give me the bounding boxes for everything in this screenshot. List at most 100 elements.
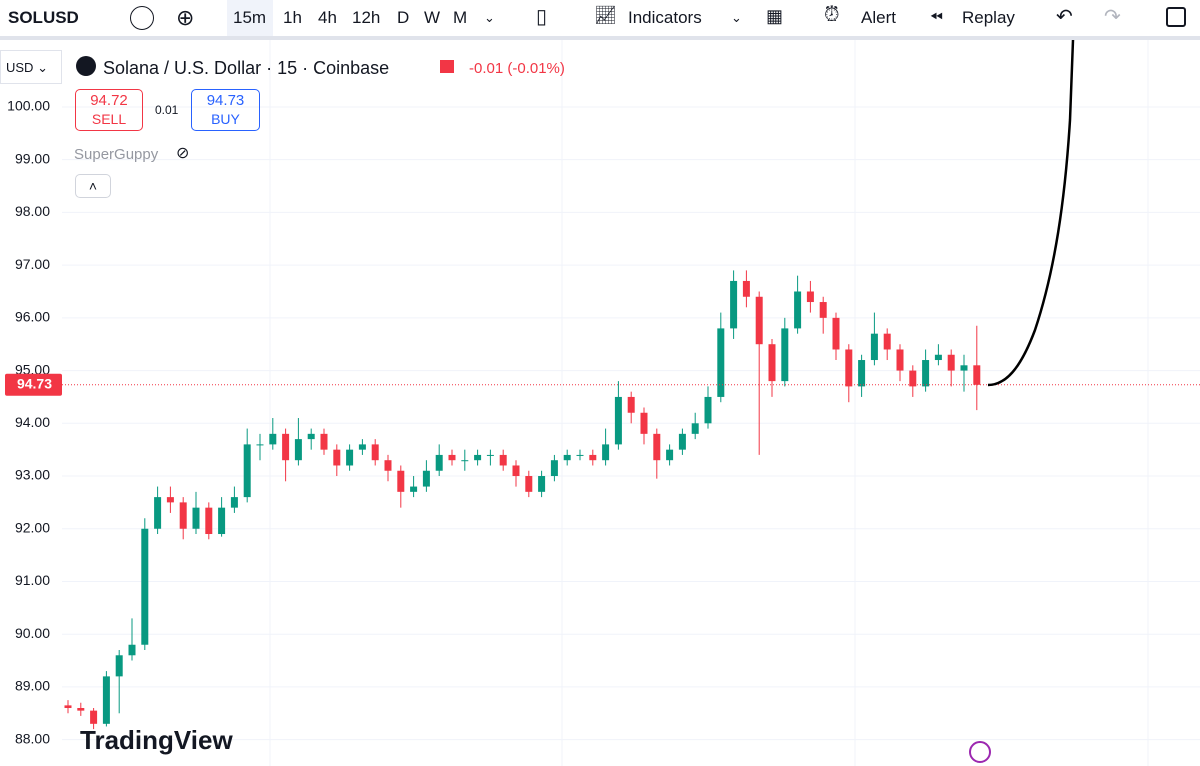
candle-body: [422, 470, 430, 487]
replay[interactable]: Replay: [962, 8, 1015, 27]
candle-body: [358, 444, 366, 450]
buy-label: BUY: [211, 111, 240, 127]
add-symbol[interactable]: ⊕: [176, 5, 195, 30]
legend-title: Solana / U.S. Dollar · 15 · Coinbase: [103, 58, 390, 78]
candle-body: [640, 412, 648, 434]
candle-body: [576, 454, 584, 456]
indicators-icon: 📈︎: [594, 5, 617, 25]
y-tick-label: 91.00: [15, 572, 50, 588]
candle-body: [192, 507, 200, 529]
active-interval-bg: [227, 0, 273, 36]
candle-body: [486, 454, 494, 456]
chart-type-icon[interactable]: ▯: [536, 6, 548, 28]
candle-body: [128, 644, 136, 656]
last-price-tag: [5, 373, 62, 396]
candle-body: [781, 328, 789, 382]
candle-body: [448, 454, 456, 461]
layouts-icon[interactable]: ▦: [766, 6, 784, 26]
candle-body: [794, 291, 802, 329]
indicator: SuperGuppy: [74, 146, 159, 163]
y-tick-label: 95.00: [15, 361, 50, 377]
interval[interactable]: 4h: [318, 8, 337, 27]
candle-body: [614, 396, 622, 445]
candle-body: [755, 296, 763, 345]
candle-body: [435, 454, 443, 471]
candle-body: [909, 370, 917, 387]
toolbar: SOLUSD ⊕ 15m 1h 4h 12h D W M ⌄ ▯ 📈︎ Indi…: [0, 0, 1200, 40]
chevron[interactable]: ⌄: [731, 10, 742, 25]
symbol[interactable]: SOLUSD: [8, 8, 79, 27]
buy-button[interactable]: 94.73 BUY: [191, 89, 260, 131]
buy-price: 94.73: [206, 92, 245, 109]
y-tick-label: 100.00: [7, 98, 50, 114]
y-tick-label: 88.00: [15, 730, 50, 746]
candle-body: [64, 705, 72, 709]
spread: 0.01: [155, 103, 179, 117]
candle-body: [307, 433, 315, 440]
candle-body: [845, 349, 853, 387]
candle-body: [512, 465, 520, 477]
interval[interactable]: 1h: [283, 8, 302, 27]
sell-button[interactable]: 94.72 SELL: [75, 89, 143, 131]
candle-body: [243, 444, 251, 498]
candle-body: [589, 454, 597, 461]
y-tick-label: 97.00: [15, 256, 50, 272]
candle-body: [832, 317, 840, 350]
candle-body: [179, 502, 187, 529]
interval[interactable]: D: [397, 8, 410, 27]
y-tick-label: 92.00: [15, 519, 50, 535]
interval[interactable]: M: [453, 8, 468, 27]
currency: USD: [6, 60, 34, 75]
candle-body: [333, 449, 341, 466]
candle-body: [154, 497, 162, 529]
candle-body: [256, 444, 264, 446]
undo[interactable]: ↶: [1056, 6, 1073, 28]
chevron[interactable]: ⌄: [484, 10, 495, 25]
candle-body: [819, 302, 827, 318]
candle-body: [102, 676, 110, 724]
candle-body: [627, 396, 635, 413]
candle-body: [858, 360, 866, 387]
candle-body: [346, 449, 354, 466]
candle-body: [538, 476, 546, 492]
candle-body: [883, 333, 891, 350]
y-tick-label: 94.00: [15, 414, 50, 430]
candle-body: [550, 460, 558, 477]
y-tick-label: 96.00: [15, 309, 50, 325]
interval[interactable]: 15m: [233, 8, 267, 27]
flag-icon[interactable]: [130, 6, 154, 30]
candle-body: [294, 439, 302, 461]
redo[interactable]: ↷: [1104, 6, 1121, 28]
candle-body: [474, 454, 482, 461]
alert-icon: ⏰︎: [824, 4, 840, 26]
candle-body: [742, 280, 750, 297]
y-tick-label: 99.00: [15, 150, 50, 166]
currency-select[interactable]: USD ⌄: [0, 50, 62, 84]
candle-body: [205, 507, 213, 535]
candle-body: [141, 528, 149, 645]
hide-icon[interactable]: ⊘: [176, 145, 190, 162]
candle-body: [461, 460, 469, 462]
alert[interactable]: Alert: [861, 8, 896, 27]
fullscreen[interactable]: [1166, 7, 1186, 27]
candle-body: [115, 655, 123, 677]
y-tick-label: 90.00: [15, 625, 50, 641]
candle-body: [870, 333, 878, 361]
y-tick-label: 98.00: [15, 203, 50, 219]
candle-body: [90, 710, 98, 724]
interval[interactable]: W: [424, 8, 441, 27]
candle-body: [525, 476, 533, 492]
candle-body: [730, 280, 738, 329]
candle-body: [922, 360, 930, 387]
candle-body: [691, 423, 699, 434]
brand: TradingView: [80, 725, 233, 755]
assistant-icon[interactable]: [969, 741, 991, 763]
candle-body: [230, 497, 238, 508]
interval[interactable]: 12h: [352, 8, 381, 27]
candle-body: [768, 344, 776, 382]
indicators[interactable]: Indicators: [628, 8, 702, 27]
candle-body: [806, 291, 814, 303]
collapse[interactable]: ˄: [75, 174, 111, 198]
